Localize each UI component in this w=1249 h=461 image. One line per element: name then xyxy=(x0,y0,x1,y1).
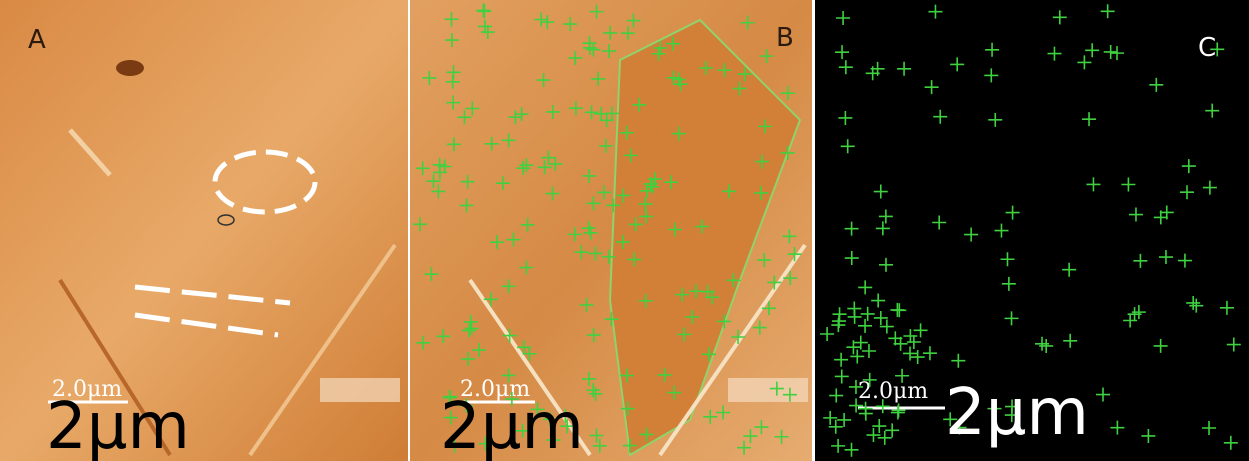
panel-label: A xyxy=(28,25,46,55)
panel-a: A 2.0μm 2μm xyxy=(0,0,408,461)
scale-bar-label: 2.0μm xyxy=(858,379,928,404)
panel-label: C xyxy=(1198,33,1216,63)
artifact xyxy=(320,378,400,402)
figure: A 2.0μm 2μm B 2.0μm C 2.0μm 2μm 2μm xyxy=(0,0,1249,461)
artifact xyxy=(728,378,808,402)
panel-label: B xyxy=(776,23,794,53)
scale-text: 2μm xyxy=(440,390,584,461)
scale-text: 2μm xyxy=(46,390,190,461)
scale-text: 2μm xyxy=(945,376,1089,450)
feature xyxy=(116,60,144,76)
